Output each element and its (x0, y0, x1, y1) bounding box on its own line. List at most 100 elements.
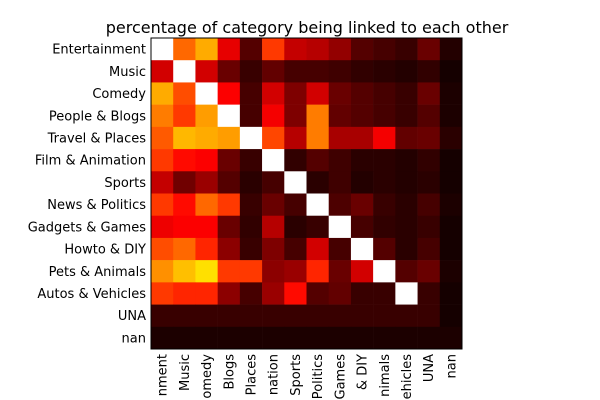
heatmap-cell (395, 171, 418, 194)
heatmap-cell (284, 237, 307, 261)
heatmap-cell (439, 60, 463, 83)
heatmap-cell (373, 126, 396, 150)
heatmap-cell (417, 326, 441, 350)
heatmap-cell (350, 149, 374, 172)
heatmap-cell (284, 304, 307, 328)
heatmap-cell (151, 304, 174, 328)
heatmap-cell (395, 38, 418, 61)
y-tick-label: nan (122, 331, 146, 346)
y-tick-label: Film & Animation (35, 154, 146, 169)
heatmap-cell (306, 237, 330, 261)
heatmap-cell (373, 171, 396, 194)
heatmap-cell (373, 237, 396, 261)
heatmap-cell (284, 282, 307, 305)
heatmap-cell (262, 260, 285, 283)
plot-frame (150, 37, 463, 350)
heatmap-cell (306, 38, 330, 61)
heatmap-cell (306, 304, 330, 328)
heatmap-cell (350, 171, 374, 194)
heatmap-cell (350, 193, 374, 217)
heatmap-cell (195, 282, 218, 305)
heatmap-cell (350, 60, 374, 83)
x-tick-label: nation (267, 354, 282, 395)
heatmap-cell (350, 326, 374, 350)
heatmap-cell (284, 326, 307, 350)
heatmap-cell (328, 326, 352, 350)
x-tick-label: Politics (311, 354, 326, 399)
heatmap-cell (217, 126, 241, 150)
heatmap-cell (284, 149, 307, 172)
heatmap-cell (439, 104, 463, 128)
heatmap-cell (373, 104, 396, 128)
heatmap-cell (350, 260, 374, 283)
heatmap-cell (195, 38, 218, 61)
x-axis-ticks: nment Music omedy Blogs Places nation Sports Po… (156, 354, 460, 400)
heatmap-cell (373, 149, 396, 172)
heatmap-cell (217, 304, 241, 328)
heatmap-cell (328, 149, 352, 172)
heatmap-cell (439, 260, 463, 283)
heatmap-cell (239, 82, 263, 105)
heatmap-cell (306, 215, 330, 239)
heatmap-cell (417, 215, 441, 239)
heatmap-cell (173, 237, 196, 261)
heatmap-cell (217, 215, 241, 239)
heatmap-cell (173, 304, 196, 328)
heatmap-cell (417, 260, 441, 283)
heatmap-cell (173, 38, 196, 61)
y-tick-label: UNA (118, 309, 146, 324)
heatmap-cell (195, 215, 218, 239)
heatmap-cell (417, 104, 441, 128)
heatmap-cell (151, 82, 174, 105)
heatmap-cell (217, 326, 241, 350)
x-tick-label: nan (444, 354, 459, 378)
heatmap-cell (173, 171, 196, 194)
heatmap-cell (395, 60, 418, 83)
heatmap-cell (373, 260, 396, 283)
heatmap-cell (373, 60, 396, 83)
heatmap-cell (195, 193, 218, 217)
heatmap-cell (439, 82, 463, 105)
heatmap-cell (284, 126, 307, 150)
heatmap-cell (306, 193, 330, 217)
heatmap-cell (262, 282, 285, 305)
heatmap-cell (395, 326, 418, 350)
heatmap-cell (417, 171, 441, 194)
heatmap-cell (417, 282, 441, 305)
y-tick-label: Pets & Animals (49, 265, 147, 280)
heatmap-cell (395, 237, 418, 261)
heatmap-cell (284, 82, 307, 105)
x-tick-label: UNA (422, 354, 437, 382)
y-tick-label: Sports (104, 176, 146, 191)
heatmap-cell (239, 237, 263, 261)
heatmap-cell (328, 193, 352, 217)
heatmap-cell (262, 126, 285, 150)
heatmap-cell (217, 104, 241, 128)
heatmap-cell (306, 282, 330, 305)
heatmap-cell (195, 60, 218, 83)
heatmap-cell (173, 215, 196, 239)
heatmap-cell (439, 149, 463, 172)
heatmap-cell (151, 282, 174, 305)
heatmap-cell (239, 171, 263, 194)
y-tick-label: People & Blogs (49, 109, 146, 124)
heatmap-cell (262, 38, 285, 61)
heatmap-cell (417, 60, 441, 83)
heatmap-cell (151, 215, 174, 239)
heatmap-cell (417, 193, 441, 217)
heatmap-cell (284, 171, 307, 194)
heatmap-cell (217, 149, 241, 172)
y-tick-label: Entertainment (52, 43, 146, 58)
heatmap-cell (373, 82, 396, 105)
heatmap-cell (262, 60, 285, 83)
heatmap-cell (239, 215, 263, 239)
heatmap-cell (173, 60, 196, 83)
heatmap-cell (306, 60, 330, 83)
heatmap-cell (262, 193, 285, 217)
heatmap-cell (328, 126, 352, 150)
heatmap-cell (262, 215, 285, 239)
y-tick-label: Travel & Places (47, 131, 147, 146)
x-tick-label: nimals (378, 354, 393, 397)
heatmap-cell (195, 237, 218, 261)
